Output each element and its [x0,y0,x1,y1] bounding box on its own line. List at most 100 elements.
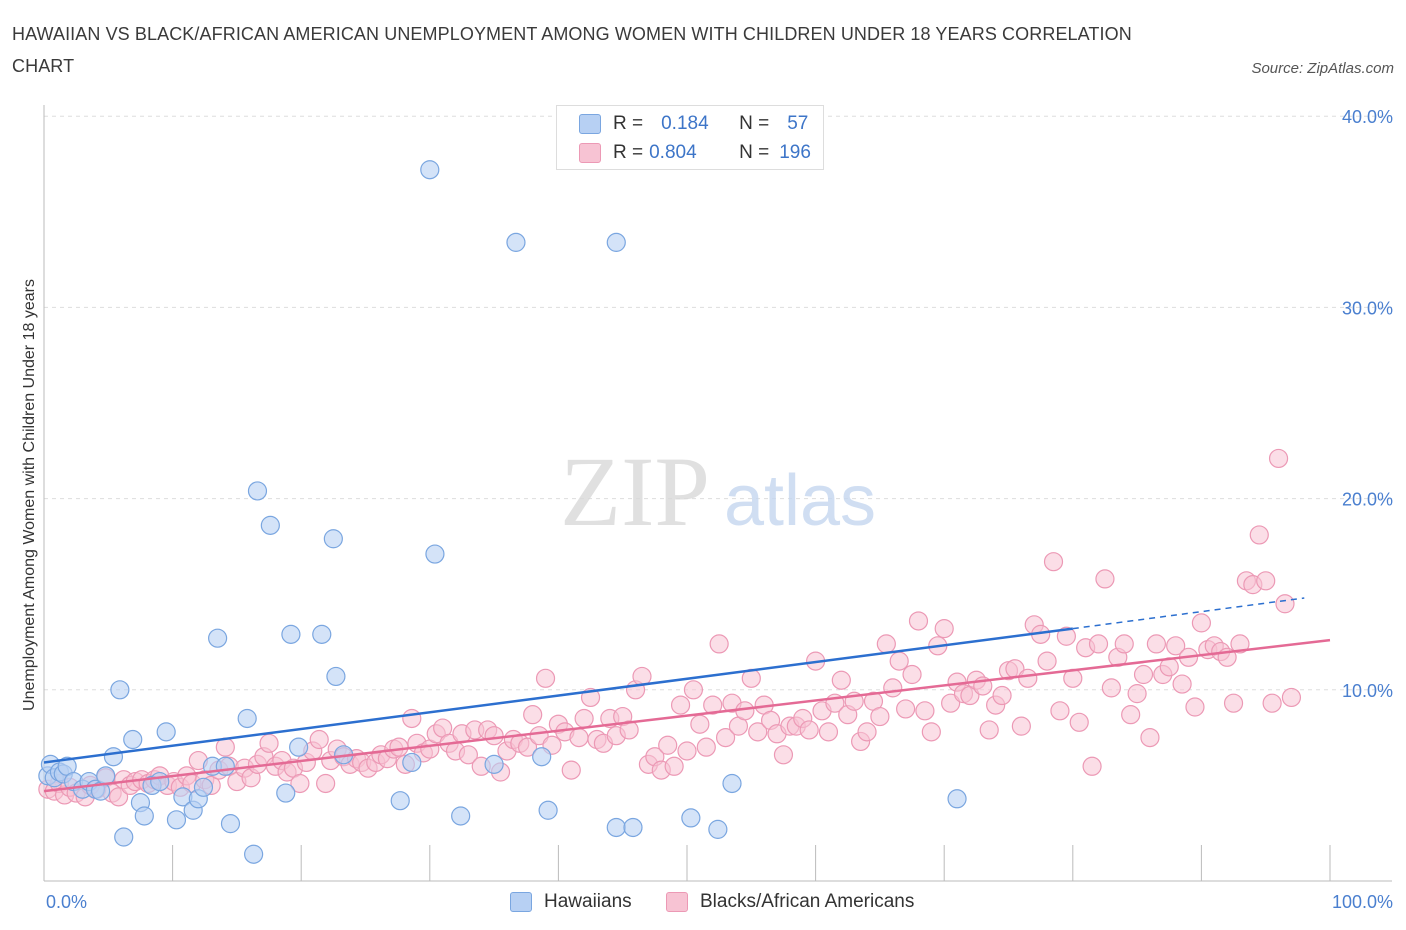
tick-labels: 10.0% 20.0% 30.0% 40.0% 0.0% 100.0% [46,107,1393,912]
series-blacks-points [38,448,1302,807]
gridlines [44,115,1392,691]
data-point-blacks [1043,552,1064,572]
data-point-blacks [748,722,768,742]
data-point-blacks [1191,613,1212,633]
source-note: Source: ZipAtlas.com [1251,60,1394,77]
data-point-blacks [1281,687,1302,708]
data-point-hawaiians [276,783,296,803]
data-point-hawaiians [208,628,228,648]
trend-lines [43,597,1331,793]
data-point-hawaiians [166,810,187,830]
data-point-blacks [1114,634,1134,654]
legend-row-blacks: R = 0.804 N = 196 [579,140,811,166]
y-tick-label: 20.0% [1342,490,1393,510]
data-point-blacks [517,737,538,757]
data-point-blacks [389,737,409,757]
data-point-blacks [658,735,678,755]
bottom-legend-swatch-hawaiians [510,892,532,912]
data-point-blacks [523,705,543,725]
data-point-blacks [683,680,704,700]
data-point-blacks [876,634,896,654]
data-point-blacks [619,720,639,740]
legend-r-label: R = [613,113,644,134]
data-point-blacks [1095,569,1115,589]
data-point-blacks [1166,636,1186,656]
data-point-blacks [1140,727,1160,748]
data-point-blacks [670,695,691,715]
data-point-hawaiians [681,808,701,828]
data-point-blacks [915,701,935,721]
data-point-hawaiians [708,819,728,839]
data-point-blacks [574,708,594,729]
data-point-hawaiians [606,817,626,838]
data-point-blacks [309,729,329,750]
data-point-hawaiians [312,624,332,644]
data-point-blacks [941,693,961,713]
data-point-blacks [664,756,684,776]
data-point-blacks [316,773,336,794]
data-point-blacks [1082,756,1102,776]
data-point-blacks [870,706,890,727]
data-point-blacks [934,619,954,639]
data-point-hawaiians [220,814,241,834]
data-point-blacks [690,714,710,734]
data-point-blacks [773,745,794,765]
data-point-hawaiians [402,752,422,773]
data-point-blacks [831,670,851,690]
data-point-blacks [569,727,589,748]
legend-r-label: R = [613,142,644,163]
data-point-blacks [561,760,581,780]
legend-n-value: 57 [787,113,809,134]
bottom-legend-hawaiians: Hawaiians [510,888,632,916]
data-point-hawaiians [323,529,343,549]
data-point-hawaiians [110,680,130,700]
data-point-hawaiians [134,806,154,826]
legend-r-value: 0.804 [649,142,697,163]
data-point-blacks [799,720,819,740]
data-point-blacks [529,726,549,746]
data-point-hawaiians [215,756,235,776]
data-point-hawaiians [390,791,410,811]
legend-row-hawaiians: R = 0.184 N = 57 [579,111,808,137]
data-point-hawaiians [244,844,264,864]
data-point-blacks [484,726,504,746]
data-point-blacks [535,668,556,688]
data-point-blacks [908,611,929,631]
data-point-blacks [1101,678,1121,698]
data-point-hawaiians [247,481,268,501]
x-tick-label: 0.0% [46,892,87,912]
data-point-blacks [883,678,903,698]
y-tick-label: 10.0% [1342,681,1393,701]
data-point-blacks [1256,571,1276,591]
data-point-hawaiians [156,722,176,742]
data-point-blacks [889,651,909,671]
data-point-blacks [402,708,422,729]
watermark-atlas: atlas [724,461,876,541]
data-point-blacks [1230,634,1250,654]
series-hawaiians-points [38,160,967,864]
data-point-blacks [1268,448,1289,469]
data-point-hawaiians [103,747,124,767]
chart-title: HAWAIIAN VS BLACK/AFRICAN AMERICAN UNEMP… [12,24,1132,76]
data-point-blacks [896,699,916,719]
data-point-blacks [290,773,310,794]
data-point-hawaiians [532,747,552,767]
data-point-hawaiians [538,800,558,820]
data-point-hawaiians [237,708,257,729]
data-point-hawaiians [451,806,471,826]
legend-n-label: N = [739,113,770,134]
y-tick-label: 30.0% [1342,298,1393,318]
data-point-hawaiians [289,737,309,757]
data-point-hawaiians [326,666,346,687]
data-point-blacks [1262,693,1282,713]
legend-swatch-hawaiians [579,114,601,134]
data-point-blacks [1127,684,1147,704]
data-point-hawaiians [281,624,301,644]
data-point-blacks [458,745,478,765]
data-point-blacks [735,701,755,721]
data-point-blacks [1018,668,1038,688]
trend-line-hawaiians-extension [1072,597,1305,630]
data-point-blacks [709,634,729,654]
bottom-legend-label-hawaiians: Hawaiians [544,891,632,912]
